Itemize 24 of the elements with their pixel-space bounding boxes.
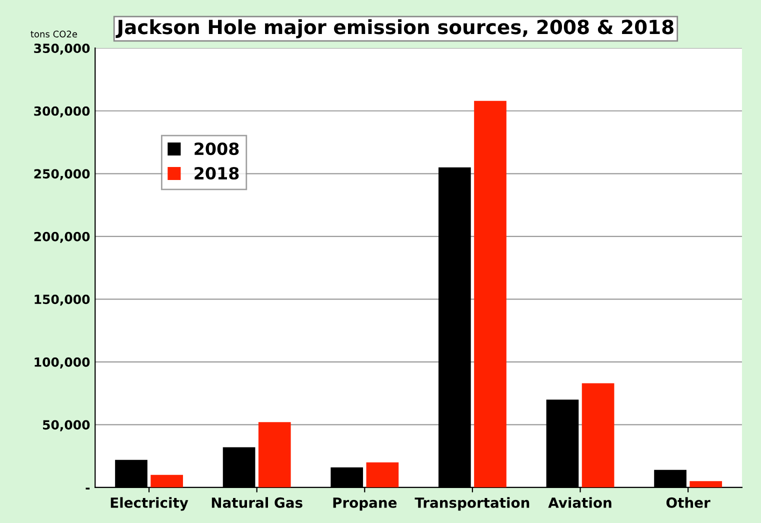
bar [474, 100, 506, 488]
bar [582, 383, 614, 488]
x-tick-label: Transportation [414, 497, 530, 511]
y-tick-label: 250,000 [34, 169, 90, 180]
bar [258, 422, 291, 488]
x-tick-label: Natural Gas [212, 497, 302, 508]
bar [366, 462, 399, 488]
y-tick-label: 150,000 [34, 294, 90, 306]
y-tick-label: - [86, 488, 90, 490]
chart-title: Jackson Hole major emission sources, 2008 & 2018 [116, 19, 674, 38]
legend-label: 2008 [194, 142, 239, 156]
legend-label: 2018 [194, 166, 239, 180]
x-tick-label: Aviation [548, 497, 612, 508]
x-tick-label: Propane [333, 498, 397, 511]
y-tick-label: 350,000 [34, 44, 90, 55]
y-tick-label: 300,000 [34, 106, 90, 118]
y-axis-title: tons CO2e [30, 30, 78, 38]
y-tick-label: 50,000 [42, 420, 90, 432]
bar [690, 481, 722, 488]
x-tick-label: Electricity [110, 497, 188, 511]
x-tick-label: Other [666, 497, 710, 508]
bar [150, 474, 183, 488]
y-tick-label: 100,000 [34, 357, 90, 368]
y-tick-label: 200,000 [34, 232, 90, 243]
